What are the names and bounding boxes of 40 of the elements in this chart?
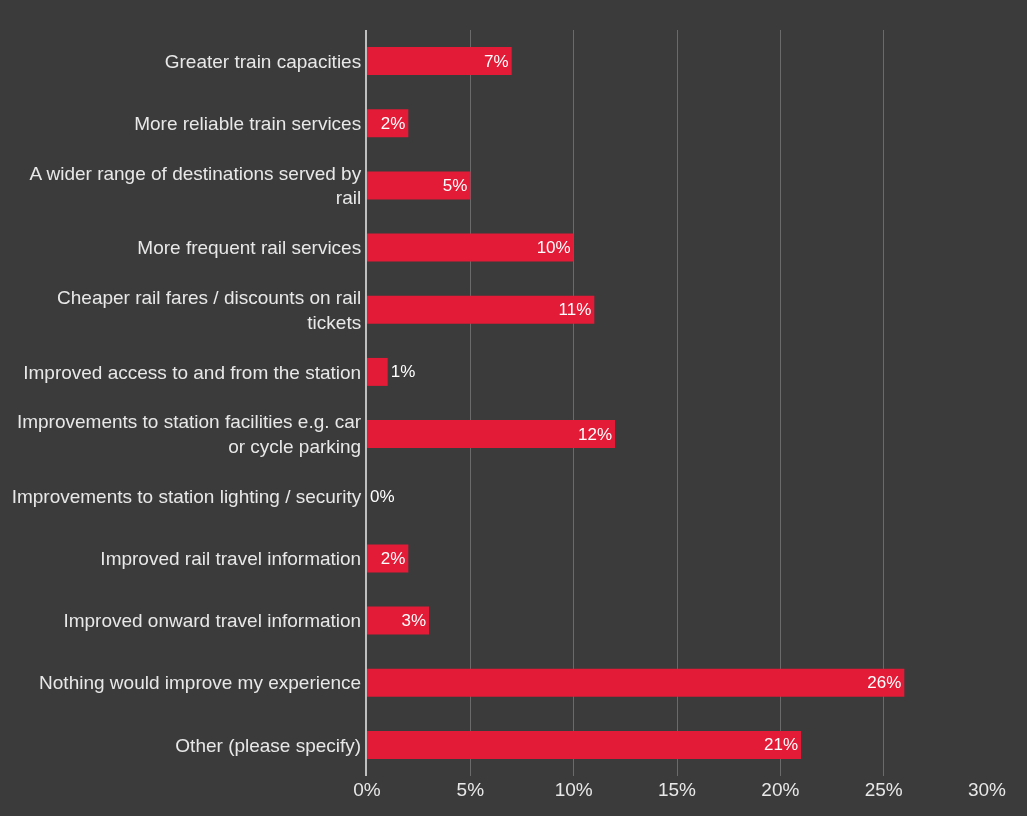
x-tick-label: 25% bbox=[864, 779, 903, 800]
y-tick-label: More frequent rail services bbox=[137, 237, 362, 259]
x-tick-label: 10% bbox=[554, 779, 593, 800]
y-tick-label: Cheaper rail fares / discounts on rail tickets bbox=[57, 287, 362, 333]
bar bbox=[367, 730, 801, 759]
y-tick-label: Improved rail travel information bbox=[100, 548, 362, 570]
y-tick-label: Improved access to and from the station bbox=[23, 361, 362, 383]
bar bbox=[367, 233, 574, 262]
y-tick-label: Improvements to station lighting / security bbox=[11, 485, 362, 507]
x-tick-label: 5% bbox=[456, 779, 485, 800]
y-tick-label: Other (please specify) bbox=[175, 734, 362, 756]
x-tick-label: 0% bbox=[353, 779, 381, 800]
bar bbox=[367, 357, 388, 386]
data-label: 2% bbox=[380, 548, 406, 568]
bar bbox=[367, 420, 615, 449]
bar bbox=[367, 47, 512, 76]
data-label: 11% bbox=[558, 300, 592, 320]
data-label: 0% bbox=[370, 486, 395, 506]
data-label: 2% bbox=[380, 113, 406, 133]
data-label: 10% bbox=[536, 238, 571, 258]
x-tick-label: 15% bbox=[657, 779, 697, 800]
y-tick-label: Nothing would improve my experience bbox=[39, 672, 362, 694]
data-label: 3% bbox=[401, 611, 426, 631]
y-tick-label: Improved onward travel information bbox=[63, 610, 362, 632]
y-tick-label: A wider range of destinations served by rail bbox=[29, 162, 362, 209]
x-tick-label: 20% bbox=[761, 779, 800, 800]
y-tick-label: Improvements to station facilities e.g. car or cycle parking bbox=[16, 411, 362, 458]
data-label: 5% bbox=[442, 175, 468, 195]
y-tick-label: More reliable train services bbox=[134, 112, 362, 134]
x-tick-label: 30% bbox=[967, 779, 1007, 800]
bar bbox=[367, 295, 595, 324]
data-label: 12% bbox=[577, 424, 612, 444]
y-tick-label: Greater train capacities bbox=[164, 50, 362, 72]
data-label: 21% bbox=[763, 735, 798, 755]
bar bbox=[367, 606, 429, 635]
data-label: 26% bbox=[867, 673, 902, 693]
bar bbox=[367, 171, 471, 200]
bar bbox=[367, 668, 905, 697]
data-label: 7% bbox=[484, 51, 509, 71]
data-label: 1% bbox=[390, 362, 416, 382]
